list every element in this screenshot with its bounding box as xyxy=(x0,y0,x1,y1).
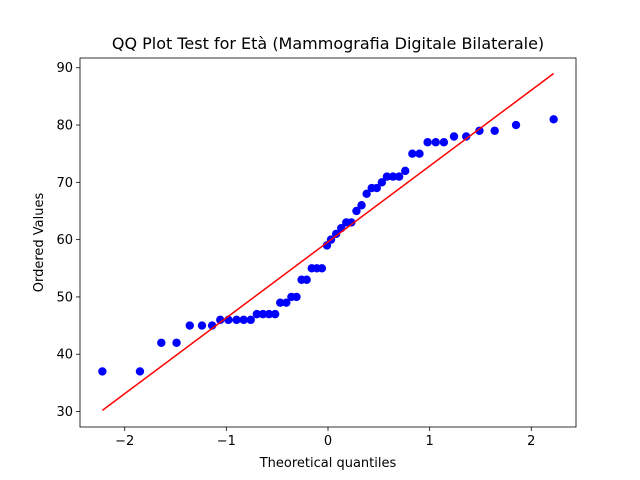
data-point xyxy=(431,138,440,147)
data-point xyxy=(232,315,241,325)
data-point xyxy=(415,149,424,158)
data-point xyxy=(185,321,194,330)
y-axis-label: Ordered Values xyxy=(32,193,47,293)
data-point xyxy=(362,189,371,198)
data-point xyxy=(401,166,410,176)
data-point xyxy=(423,138,432,147)
data-point xyxy=(292,292,301,302)
y-tick-label: 90 xyxy=(56,61,73,76)
data-point xyxy=(135,367,145,376)
y-tick-label: 50 xyxy=(56,290,73,305)
y-tick-label: 70 xyxy=(56,176,73,191)
axes: −2 −1 0 1 2 30 40 50 60 70 80 90 xyxy=(56,61,535,449)
y-tick-label: 60 xyxy=(56,233,73,248)
data-point xyxy=(352,206,361,216)
data-point xyxy=(549,115,558,124)
data-point xyxy=(252,309,262,319)
data-point xyxy=(282,298,291,307)
data-point xyxy=(197,321,207,330)
data-point xyxy=(270,309,280,319)
x-tick-label: 0 xyxy=(324,434,332,449)
data-point xyxy=(449,132,459,141)
fit-line xyxy=(101,72,555,411)
data-point xyxy=(357,201,366,210)
data-point xyxy=(172,338,181,347)
chart-title: QQ Plot Test for Età (Mammografia Digita… xyxy=(112,34,544,53)
data-point xyxy=(394,172,404,181)
y-tick-label: 40 xyxy=(56,348,73,363)
x-tick-label: 2 xyxy=(527,434,535,449)
data-point xyxy=(98,367,107,376)
x-tick-label: 1 xyxy=(425,434,433,449)
data-point xyxy=(511,120,521,130)
data-point xyxy=(377,178,387,187)
data-point xyxy=(475,126,484,135)
data-point xyxy=(372,183,381,193)
x-tick-label: −1 xyxy=(217,434,236,449)
data-point xyxy=(408,149,417,158)
data-point xyxy=(246,315,255,325)
data-point xyxy=(264,309,274,319)
data-point xyxy=(331,229,341,239)
plot-area xyxy=(98,72,558,411)
data-point xyxy=(439,138,449,147)
data-point xyxy=(388,172,398,181)
data-point xyxy=(276,298,285,307)
data-point xyxy=(490,126,499,135)
y-tick-label: 30 xyxy=(56,405,73,420)
y-tick-label: 80 xyxy=(56,119,73,134)
x-tick-label: −2 xyxy=(115,434,134,449)
data-point xyxy=(239,315,248,325)
data-point xyxy=(302,275,311,284)
data-point xyxy=(317,264,327,273)
data-point xyxy=(216,315,225,325)
data-point xyxy=(462,132,471,141)
data-point xyxy=(382,172,392,181)
data-point xyxy=(347,218,356,227)
data-point xyxy=(258,309,268,319)
data-point xyxy=(157,338,166,347)
x-axis-label: Theoretical quantiles xyxy=(259,456,397,471)
